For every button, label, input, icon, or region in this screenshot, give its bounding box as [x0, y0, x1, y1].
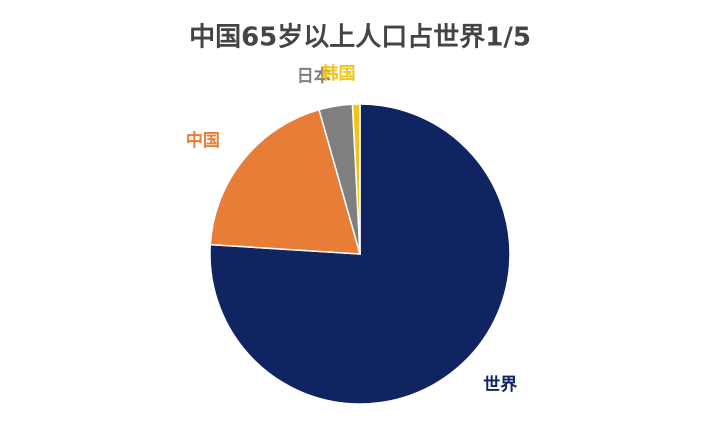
slice-label: 日本 — [297, 65, 331, 86]
slice-label: 中国 — [186, 130, 220, 151]
pie-slice — [209, 103, 511, 405]
slice-label: 世界 — [483, 375, 517, 395]
pie-slice — [351, 103, 361, 255]
slice-label: 韩国 — [321, 63, 355, 84]
pie-slice — [209, 108, 362, 255]
chart-title: 中国65岁以上人口占世界1/5 — [189, 22, 531, 53]
